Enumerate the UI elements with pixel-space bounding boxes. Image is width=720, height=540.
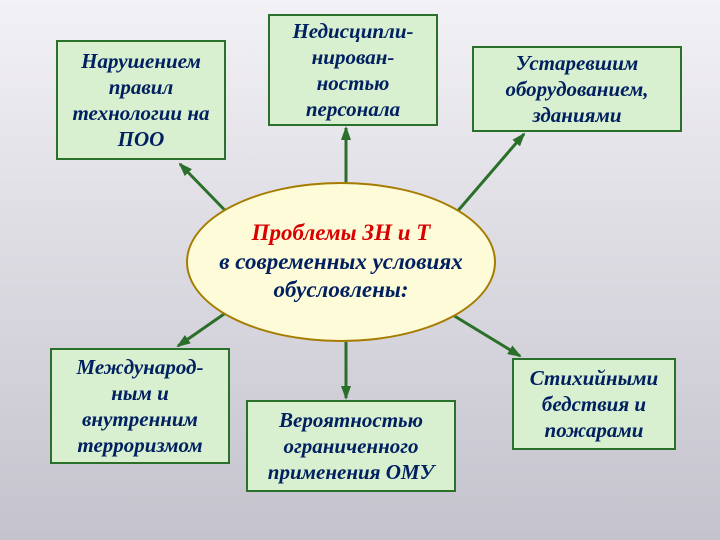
box-label: Стихийными бедствия и пожарами	[520, 365, 668, 444]
center-title-line2: в современных условиях обусловлены:	[216, 248, 466, 306]
box-personnel-discipline: Недисципли-нирован-ностью персонала	[268, 14, 438, 126]
box-label: Международ-ным и внутренним терроризмом	[58, 354, 222, 459]
center-title-line1: Проблемы ЗН и Т	[252, 219, 431, 248]
box-label: Вероятностью ограниченного применения ОМ…	[254, 407, 448, 486]
box-label: Нарушением правил технологии на ПОО	[64, 48, 218, 153]
box-wmd-probability: Вероятностью ограниченного применения ОМ…	[246, 400, 456, 492]
diagram-canvas: Проблемы ЗН и Т в современных условиях о…	[0, 0, 720, 540]
box-label: Устаревшим оборудованием, зданиями	[480, 50, 674, 129]
center-ellipse: Проблемы ЗН и Т в современных условиях о…	[186, 182, 496, 342]
box-natural-disasters: Стихийными бедствия и пожарами	[512, 358, 676, 450]
box-label: Недисципли-нирован-ностью персонала	[276, 18, 430, 123]
box-terrorism: Международ-ным и внутренним терроризмом	[50, 348, 230, 464]
box-rules-violation: Нарушением правил технологии на ПОО	[56, 40, 226, 160]
box-obsolete-equipment: Устаревшим оборудованием, зданиями	[472, 46, 682, 132]
